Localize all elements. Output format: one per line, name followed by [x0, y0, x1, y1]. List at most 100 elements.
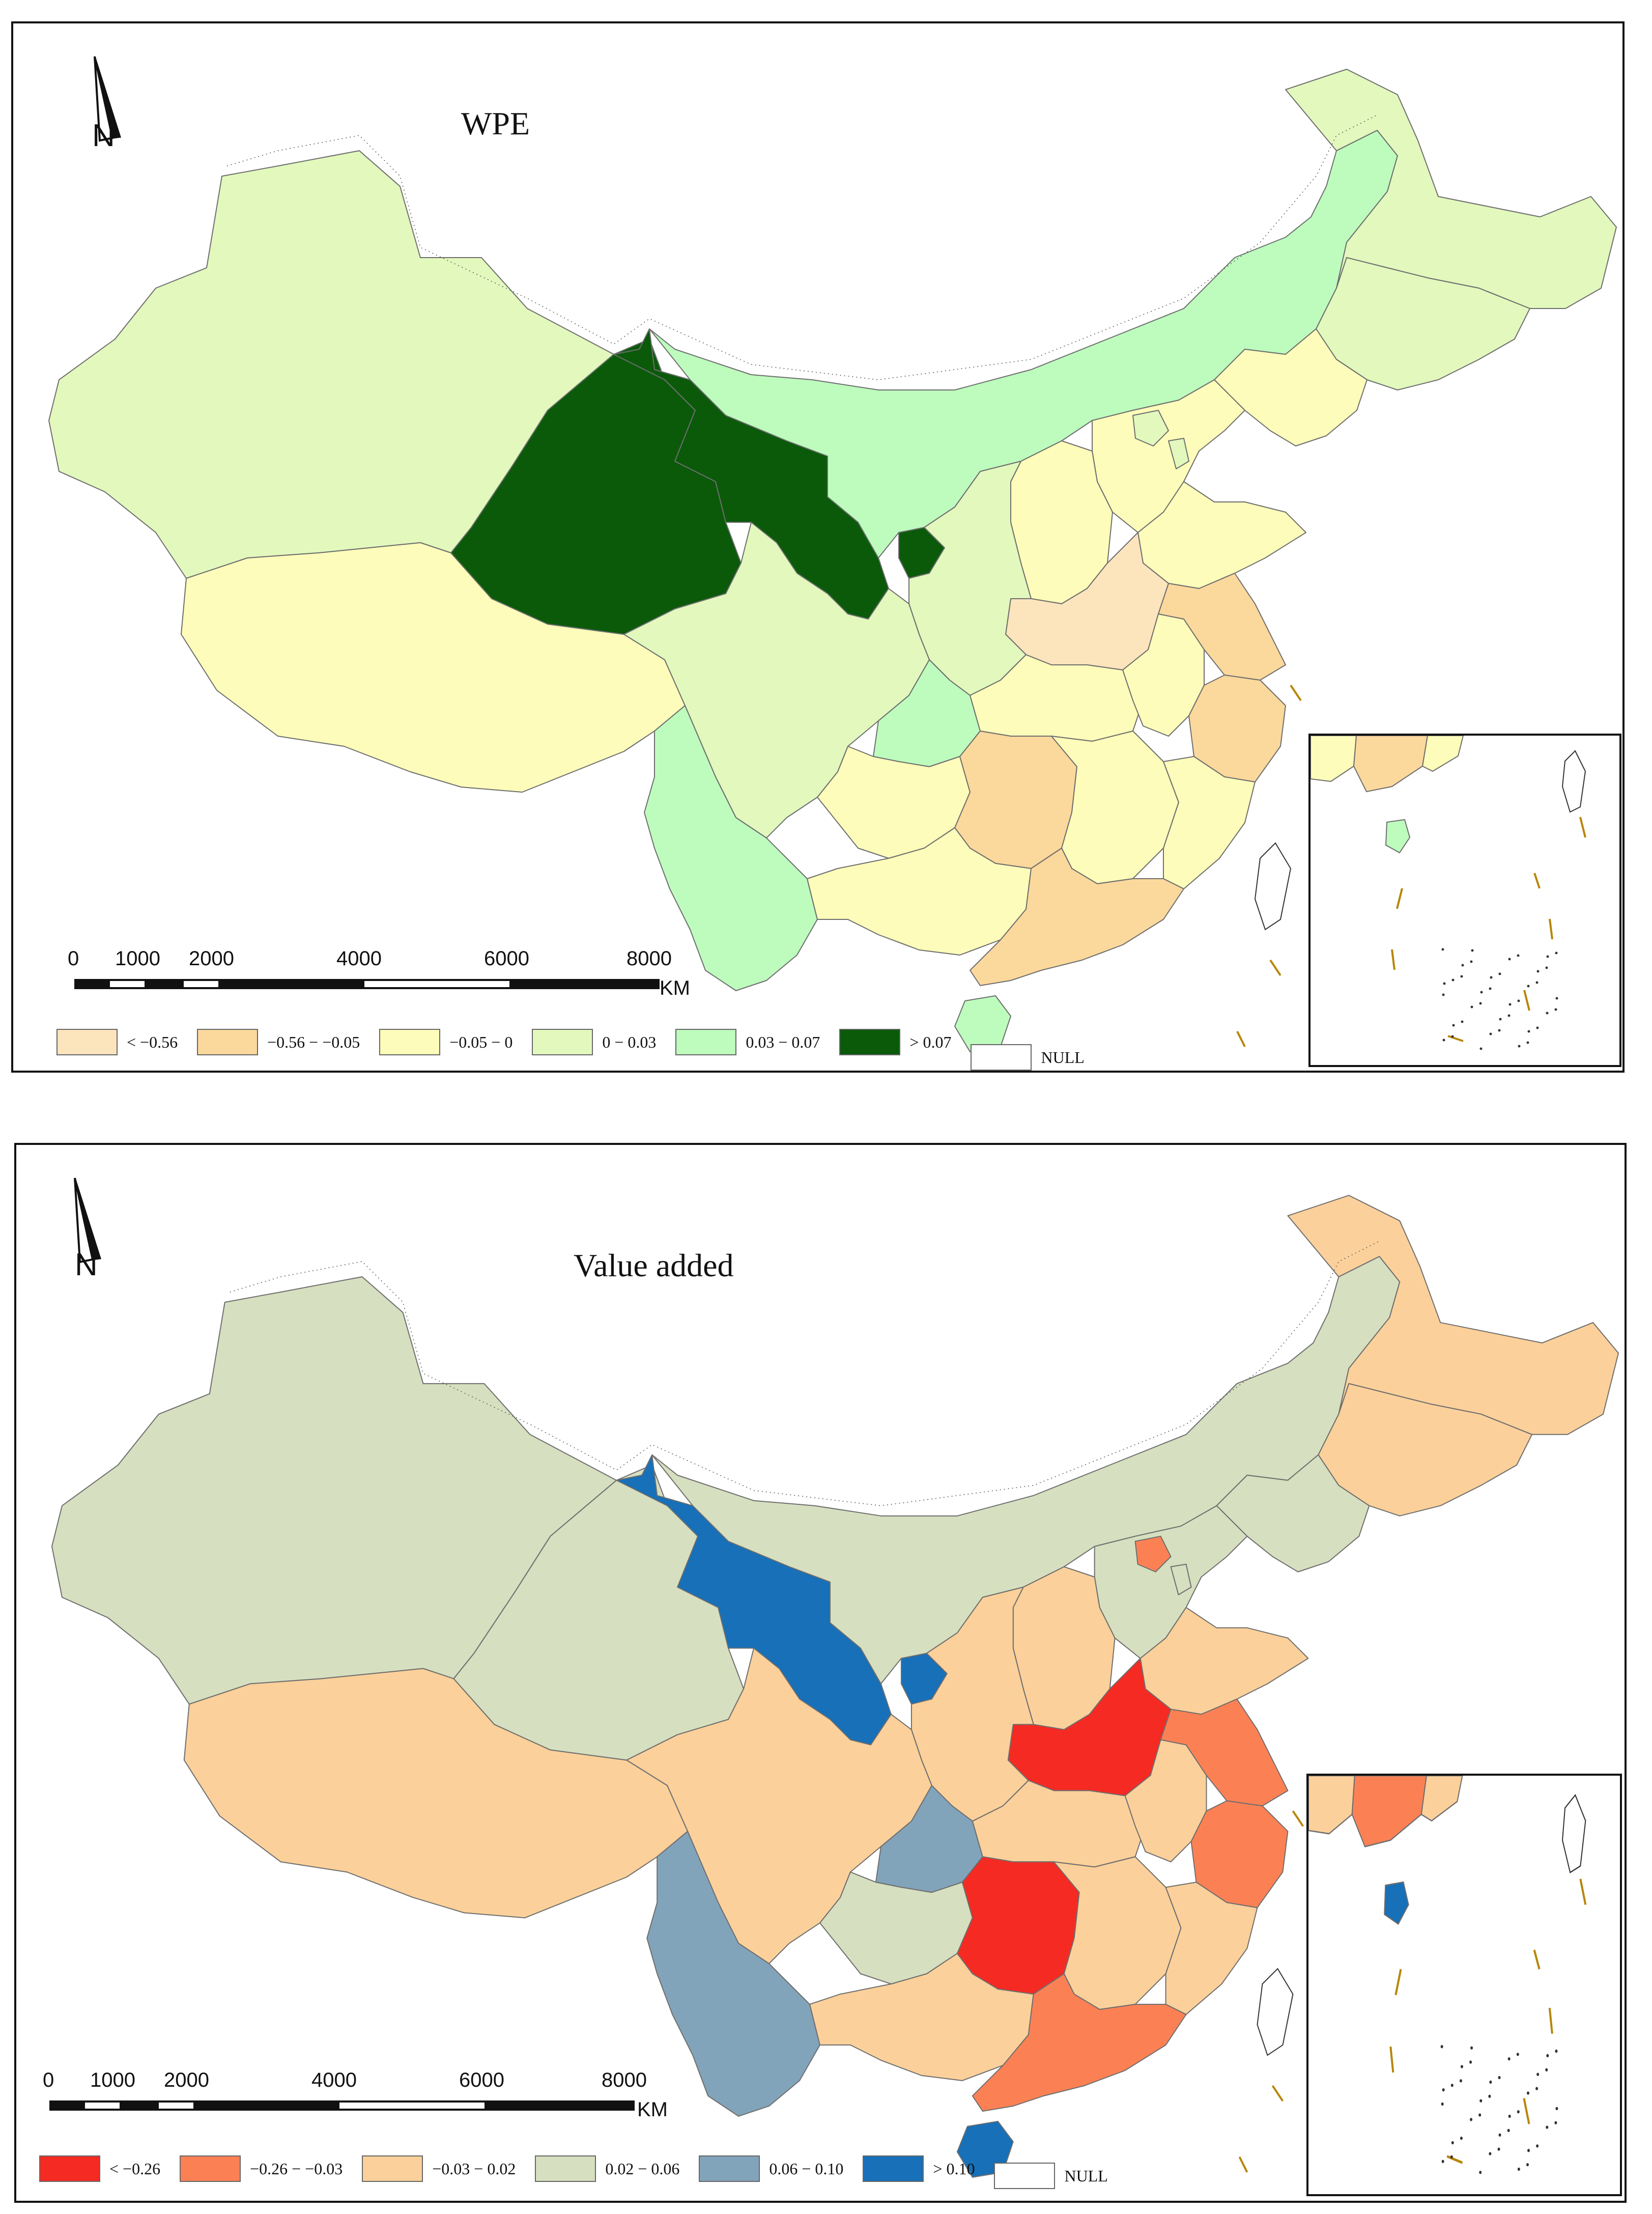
- inset-island: [1442, 1039, 1445, 1042]
- scale-bar-graphic: [49, 2100, 635, 2111]
- province-guangdong: [972, 1973, 1187, 2112]
- inset-island: [1507, 1014, 1511, 1017]
- inset-island: [1517, 954, 1520, 957]
- inset-island: [1450, 2155, 1453, 2159]
- inset-island: [1546, 2125, 1549, 2129]
- inset-island: [1442, 993, 1445, 996]
- inset-dash-line: [1579, 1879, 1587, 1905]
- inset-island: [1508, 958, 1511, 961]
- inset-island: [1498, 1029, 1501, 1032]
- legend-swatch: [863, 2155, 924, 2182]
- province-tianjin: [1170, 1563, 1192, 1595]
- value-added-map-panel: Value added N 0 1000 2000 4000 6000 8000…: [14, 1143, 1627, 2203]
- inset-island: [1527, 985, 1530, 988]
- inset-island: [1527, 2149, 1530, 2152]
- inset-island: [1461, 964, 1464, 967]
- scale-tick-label: 6000: [459, 2069, 504, 2091]
- inset-dash-line: [1548, 2007, 1553, 2034]
- scale-unit: KM: [637, 2098, 668, 2121]
- inset-island: [1479, 2171, 1482, 2174]
- province-taiwan: [1257, 1968, 1294, 2056]
- province-beijing: [1132, 410, 1169, 446]
- south-china-sea-inset: [1308, 734, 1621, 1067]
- maritime-boundary-dash: [1292, 1810, 1304, 1827]
- inset-taiwan: [1562, 1793, 1586, 1873]
- legend-label: −0.03 − 0.02: [432, 2159, 516, 2178]
- legend-item: NULL: [994, 2163, 1108, 2189]
- legend-swatch: [994, 2163, 1056, 2189]
- legend-label: −0.56 − −0.05: [267, 1032, 360, 1051]
- map-title: WPE: [461, 105, 530, 142]
- province-guangdong: [970, 848, 1184, 986]
- province-hunan: [954, 731, 1077, 869]
- inset-island: [1461, 1020, 1464, 1023]
- inset-island: [1526, 2163, 1529, 2167]
- legend-item: −0.05 − 0: [379, 1029, 512, 1055]
- inset-island: [1518, 1045, 1521, 1048]
- scale-bar-graphic: [74, 979, 660, 989]
- inset-island: [1507, 2057, 1511, 2061]
- legend-label: > 0.07: [909, 1032, 952, 1051]
- province-zhejiang: [1188, 675, 1286, 782]
- inset-island: [1480, 991, 1483, 994]
- inset-dash-line: [1394, 1969, 1402, 1996]
- province-taiwan: [1254, 842, 1292, 931]
- north-arrow-icon: [94, 56, 121, 142]
- legend-label: < −0.26: [109, 2159, 161, 2178]
- inset-island: [1536, 970, 1540, 973]
- legend-swatch: [39, 2155, 100, 2182]
- legend-swatch: [362, 2155, 423, 2182]
- inset-island: [1536, 2144, 1539, 2148]
- maritime-boundary-dash: [1269, 959, 1281, 976]
- inset-island: [1517, 999, 1520, 1002]
- inset-island: [1498, 2133, 1501, 2137]
- inset-dash-line: [1533, 873, 1541, 889]
- value-added-map: [51, 1195, 1619, 2178]
- inset-province-hainan: [1385, 819, 1411, 854]
- inset-island: [1441, 948, 1444, 951]
- legend-swatch: [197, 1029, 259, 1055]
- inset-island: [1479, 1002, 1482, 1005]
- legend-item: −0.56 − −0.05: [197, 1029, 360, 1055]
- inset-island: [1440, 2045, 1443, 2049]
- scale-tick-label: 4000: [311, 2069, 357, 2091]
- north-arrow-icon: [74, 1178, 101, 1264]
- inset-island: [1470, 2046, 1473, 2050]
- inset-island: [1555, 2107, 1558, 2111]
- north-label: N: [92, 118, 115, 153]
- inset-island: [1546, 1012, 1549, 1015]
- inset-island: [1441, 2160, 1444, 2163]
- scale-tick-label: 0: [43, 2069, 54, 2091]
- inset-island: [1490, 976, 1493, 979]
- maritime-boundary-dash: [1236, 1031, 1246, 1047]
- scale-tick-label: 8000: [626, 947, 672, 970]
- inset-island: [1443, 982, 1446, 985]
- inset-taiwan: [1561, 750, 1586, 813]
- inset-dash-line: [1533, 1949, 1541, 1970]
- inset-province-guangdong: [1351, 1776, 1427, 1847]
- province-zhejiang: [1190, 1800, 1289, 1909]
- inset-island: [1489, 2080, 1492, 2084]
- province-jiangsu: [1158, 573, 1286, 681]
- inset-island: [1459, 2079, 1462, 2083]
- legend-item: 0.03 − 0.07: [675, 1029, 820, 1055]
- legend-item: < −0.26: [39, 2155, 160, 2182]
- scale-unit: KM: [660, 977, 690, 999]
- legend-swatch: [971, 1044, 1032, 1071]
- inset-island: [1441, 2102, 1444, 2106]
- inset-island: [1497, 2147, 1500, 2151]
- inset-island: [1535, 2087, 1539, 2090]
- legend-label: −0.05 − 0: [449, 1032, 513, 1051]
- inset-island: [1507, 2128, 1510, 2133]
- legend-swatch: [379, 1029, 441, 1055]
- legend-label: < −0.56: [127, 1032, 178, 1051]
- legend-item: 0 − 0.03: [532, 1029, 656, 1055]
- legend-swatch: [56, 1029, 118, 1055]
- scale-tick-label: 6000: [484, 947, 529, 970]
- inset-island: [1460, 975, 1463, 978]
- inset-province-fujian: [1420, 1776, 1463, 1822]
- inset-island: [1499, 1018, 1502, 1021]
- legend-label: 0.06 − 0.10: [769, 2159, 844, 2178]
- inset-island: [1546, 955, 1549, 958]
- inset-province-hainan: [1384, 1881, 1409, 1925]
